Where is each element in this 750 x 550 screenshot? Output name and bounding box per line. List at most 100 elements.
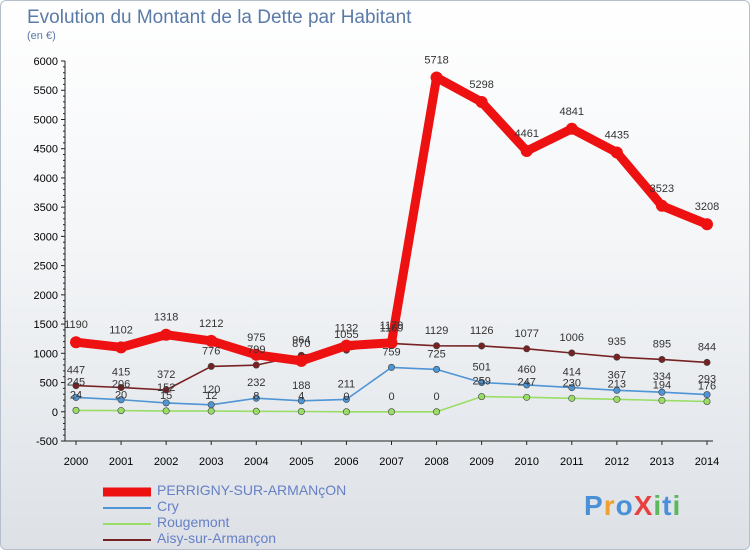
data-point xyxy=(162,386,170,394)
y-tick-label: 0 xyxy=(52,407,58,419)
data-point xyxy=(207,362,215,370)
data-label: 5298 xyxy=(469,79,493,91)
data-point xyxy=(207,401,215,409)
data-point xyxy=(568,394,576,402)
data-point xyxy=(658,396,666,404)
data-label: 232 xyxy=(247,377,265,389)
data-point xyxy=(162,407,170,415)
x-tick-label: 2000 xyxy=(64,456,88,468)
data-point xyxy=(250,348,263,361)
x-tick-label: 2007 xyxy=(379,456,403,468)
data-point xyxy=(205,334,218,347)
data-label: 245 xyxy=(67,376,85,388)
data-point xyxy=(72,406,80,414)
data-label: 4 xyxy=(298,391,304,403)
data-point xyxy=(115,341,128,354)
data-point xyxy=(117,384,125,392)
y-tick-label: 2000 xyxy=(34,290,58,302)
data-label: 3208 xyxy=(695,201,719,213)
x-tick-label: 2001 xyxy=(109,456,133,468)
data-label: 372 xyxy=(157,369,175,381)
x-tick-label: 2008 xyxy=(424,456,448,468)
y-tick-label: 3500 xyxy=(34,202,58,214)
data-point xyxy=(478,393,486,401)
y-tick-label: 3000 xyxy=(34,231,58,243)
data-label: 1006 xyxy=(560,332,584,344)
data-label: 213 xyxy=(608,378,626,390)
data-label: 152 xyxy=(157,382,175,394)
data-label: 0 xyxy=(388,391,394,403)
data-point xyxy=(565,122,578,135)
data-point xyxy=(387,363,395,371)
x-tick-label: 2006 xyxy=(334,456,358,468)
data-point xyxy=(72,382,80,390)
proxiti-logo: ProXiti xyxy=(584,490,682,521)
data-label: 0 xyxy=(434,391,440,403)
data-label: 414 xyxy=(563,367,581,379)
data-label: 1179 xyxy=(380,320,404,332)
data-label: 1055 xyxy=(334,329,358,341)
data-point xyxy=(207,407,215,415)
data-label: 415 xyxy=(112,367,130,379)
data-point xyxy=(701,218,713,231)
data-label: 1077 xyxy=(514,328,538,340)
data-point xyxy=(385,336,398,349)
data-label: 334 xyxy=(653,371,671,383)
data-label: 188 xyxy=(292,380,310,392)
legend-label-perrigny: PERRIGNY-SUR-ARMANçON xyxy=(157,482,347,498)
data-point xyxy=(252,394,260,402)
data-point xyxy=(703,358,711,366)
data-point xyxy=(523,345,531,353)
legend-swatch-cry xyxy=(103,507,151,509)
data-label: 1132 xyxy=(335,323,359,335)
x-tick-label: 2009 xyxy=(469,456,493,468)
data-point xyxy=(117,407,125,415)
data-point xyxy=(478,378,486,386)
data-label: 447 xyxy=(67,365,85,377)
data-label: 15 xyxy=(160,390,172,402)
x-tick-label: 2010 xyxy=(514,456,538,468)
data-point xyxy=(703,397,711,405)
y-tick-label: 5000 xyxy=(34,114,58,126)
chart-unit: (en €) xyxy=(27,30,56,42)
y-tick-label: 5500 xyxy=(34,85,58,97)
y-tick-label: 4500 xyxy=(34,144,58,156)
legend-swatch-aisy xyxy=(103,539,151,541)
data-label: 367 xyxy=(608,369,626,381)
data-label: 4461 xyxy=(514,128,538,140)
data-point xyxy=(162,399,170,407)
data-label: 725 xyxy=(427,348,445,360)
chart-title: Evolution du Montant de la Dette par Hab… xyxy=(27,7,412,28)
data-point xyxy=(430,71,443,84)
data-point xyxy=(340,339,353,352)
x-tick-label: 2013 xyxy=(650,456,674,468)
data-label: 460 xyxy=(518,364,536,376)
data-label: 1126 xyxy=(470,325,494,337)
data-point xyxy=(523,393,531,401)
data-label: 501 xyxy=(472,361,490,373)
data-point xyxy=(297,408,305,416)
data-label: 5718 xyxy=(424,54,448,66)
data-label: 964 xyxy=(292,334,310,346)
x-tick-label: 2002 xyxy=(154,456,178,468)
data-label: 1169 xyxy=(380,322,404,334)
data-point xyxy=(252,407,260,415)
x-tick-label: 2004 xyxy=(244,456,268,468)
data-label: 293 xyxy=(698,374,716,386)
legend-label-rougemont: Rougemont xyxy=(157,514,230,530)
data-label: 247 xyxy=(518,376,536,388)
data-point xyxy=(523,381,531,389)
data-label: 12 xyxy=(205,390,217,402)
data-label: 799 xyxy=(247,344,265,356)
data-label: 8 xyxy=(253,390,259,402)
y-tick-label: -500 xyxy=(36,436,58,448)
data-point xyxy=(295,354,308,367)
data-label: 4841 xyxy=(560,106,584,118)
data-label: 194 xyxy=(653,379,671,391)
data-point xyxy=(610,146,623,159)
data-point xyxy=(70,336,82,349)
y-tick-label: 1500 xyxy=(34,319,58,331)
data-label: 0 xyxy=(343,391,349,403)
